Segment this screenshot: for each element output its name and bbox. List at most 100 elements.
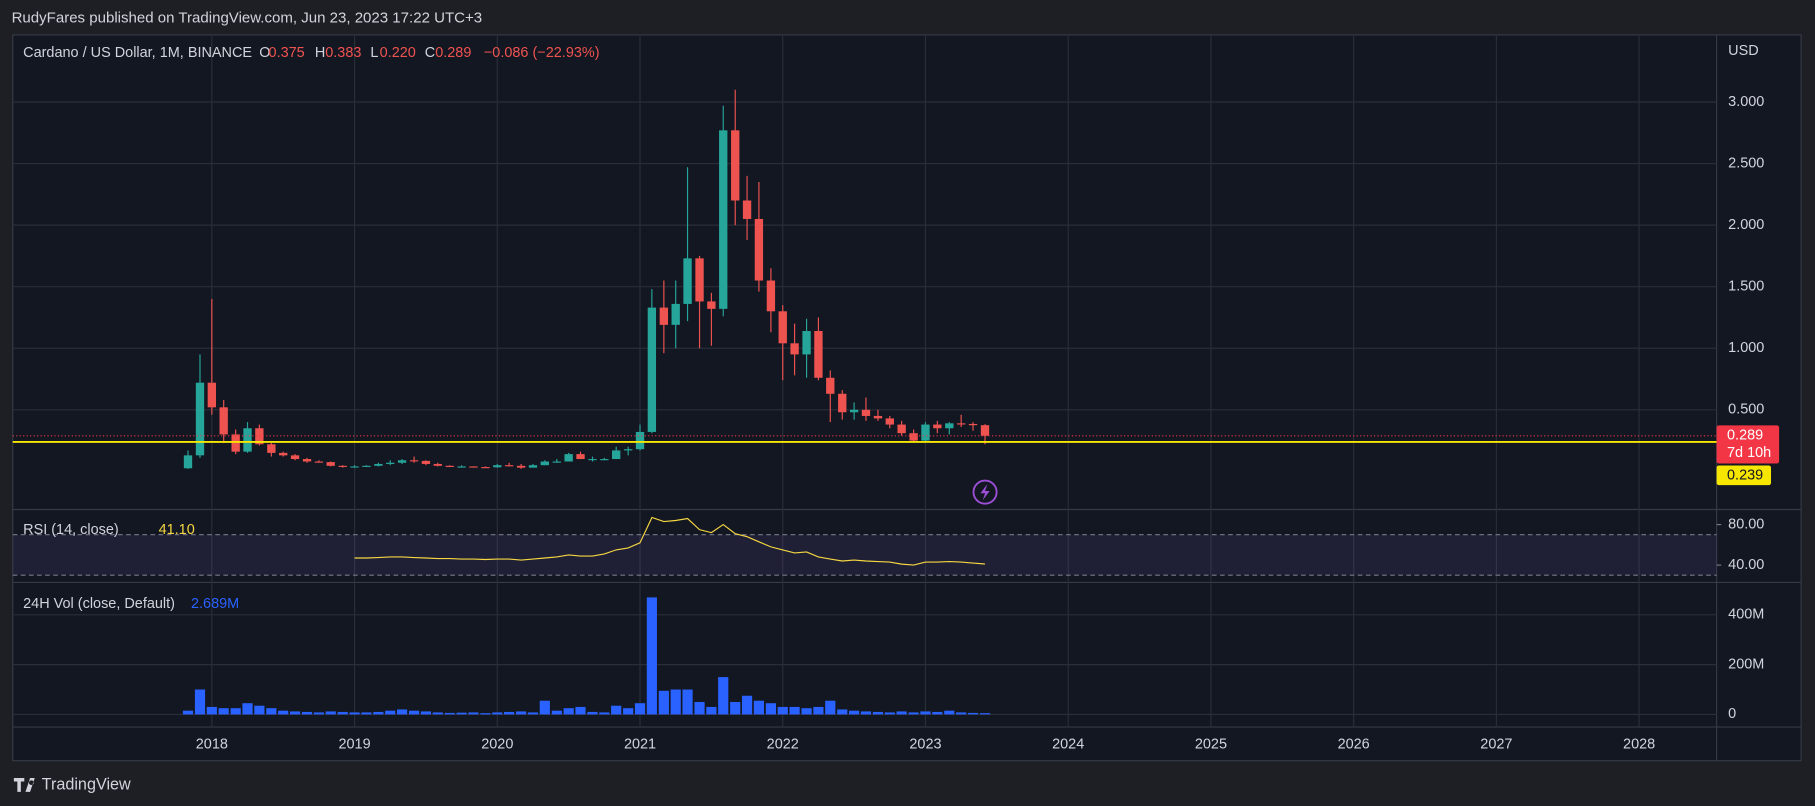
lightning-icon[interactable] — [972, 479, 998, 505]
legend-value: 0.220 — [380, 45, 416, 61]
y-tick-label: 0.500 — [1728, 402, 1764, 418]
candle-body — [956, 423, 966, 425]
indicator-title: RSI (14, close) — [23, 522, 119, 538]
y-tick-label: 400M — [1728, 607, 1764, 623]
volume-bar — [337, 711, 348, 715]
candle-body — [350, 466, 359, 468]
y-tick-label: 2.500 — [1728, 155, 1764, 171]
candle-body — [921, 424, 930, 441]
volume-bar — [849, 710, 860, 715]
candle-body — [195, 382, 205, 456]
volume-bar — [908, 712, 919, 715]
volume-bar — [266, 708, 277, 715]
candle-body — [493, 465, 502, 468]
price-tag-label: 0.289 — [1727, 428, 1763, 444]
y-tick-label: 1.500 — [1728, 278, 1764, 294]
chart-layer: 2018 2019 2020 2021 2022 2023 2024 2025 2026 2027… — [12, 34, 1780, 752]
y-tick-label: 40.00 — [1728, 557, 1764, 573]
candle-body — [612, 450, 621, 460]
chart-area — [12, 34, 1802, 762]
volume-bar — [325, 711, 336, 715]
candle-body — [290, 455, 300, 460]
candle-body — [302, 459, 312, 462]
legend-value: 0.383 — [325, 45, 361, 61]
candle-body — [897, 424, 906, 434]
volume-bar — [944, 710, 955, 715]
volume-bar — [967, 712, 979, 715]
candle-body — [683, 258, 692, 304]
candle-body — [861, 409, 871, 416]
candle-body — [778, 311, 787, 344]
volume-bar — [741, 695, 753, 715]
candle-body — [219, 407, 228, 435]
volume-bar — [694, 701, 705, 715]
volume-bar — [611, 705, 622, 715]
x-tick-label: 2022 — [767, 736, 799, 752]
candle-body — [397, 460, 407, 463]
y-tick-label: 200M — [1728, 656, 1764, 672]
indicator-value: 41.10 — [159, 522, 195, 538]
x-tick-label: 2020 — [481, 736, 513, 752]
x-tick-label: 2025 — [1195, 736, 1227, 752]
volume-bar — [575, 706, 586, 715]
volume-bar — [896, 711, 907, 715]
icon-ring — [972, 479, 998, 505]
rsi-line — [354, 516, 985, 566]
y-tick-label: 2.000 — [1728, 217, 1764, 233]
candle-body — [707, 301, 716, 309]
candle-body — [231, 434, 240, 452]
volume-bar — [872, 711, 884, 715]
volume-bar — [254, 705, 265, 715]
candle-body — [576, 454, 585, 460]
candle-body — [754, 218, 764, 281]
volume-bar — [670, 689, 681, 715]
volume-bar — [634, 703, 646, 715]
candle-body — [624, 449, 633, 451]
candle-body — [647, 307, 657, 432]
volume-bar — [313, 712, 324, 715]
volume-bar — [825, 700, 836, 715]
volume-bar — [194, 689, 206, 715]
volume-bar — [587, 711, 598, 715]
candle-body — [790, 343, 799, 355]
x-tick-label: 2028 — [1623, 736, 1655, 752]
candle-body — [338, 465, 347, 467]
volume-bar — [623, 708, 634, 715]
candle-body — [409, 460, 419, 462]
volume-bar — [349, 712, 360, 715]
volume-bar — [884, 712, 895, 715]
volume-bar — [361, 712, 372, 715]
candle-body — [826, 377, 835, 394]
volume-bar — [432, 712, 443, 715]
candle-body — [564, 454, 573, 462]
x-tick-label: 2021 — [624, 736, 656, 752]
symbol-title: Cardano / US Dollar, 1M, BINANCE — [23, 45, 252, 61]
volume-bar — [801, 708, 812, 715]
hline-tag-bg — [1716, 465, 1772, 486]
candle-body — [540, 461, 549, 466]
candle-body — [516, 465, 526, 468]
price-tag-countdown: 7d 10h — [1727, 445, 1771, 461]
candle-body — [731, 130, 740, 201]
candle-body — [457, 466, 466, 468]
legend-key: C — [425, 45, 435, 61]
volume-bar — [730, 701, 741, 715]
volume-bar — [230, 708, 241, 715]
volume-bar — [480, 713, 491, 715]
legend-key: L — [370, 45, 378, 61]
candle-body — [588, 459, 597, 461]
candle-body — [742, 200, 752, 219]
axis-unit: USD — [1728, 43, 1759, 59]
volume-bar — [456, 712, 467, 715]
candle-body — [326, 462, 335, 466]
candle-body — [909, 433, 918, 441]
volume-bar — [516, 711, 527, 715]
x-tick-label: 2026 — [1338, 736, 1370, 752]
x-tick-label: 2027 — [1480, 736, 1512, 752]
volume-bar — [789, 706, 800, 715]
volume-bar — [539, 700, 550, 715]
volume-bar — [301, 711, 313, 715]
candle-body — [933, 424, 942, 429]
